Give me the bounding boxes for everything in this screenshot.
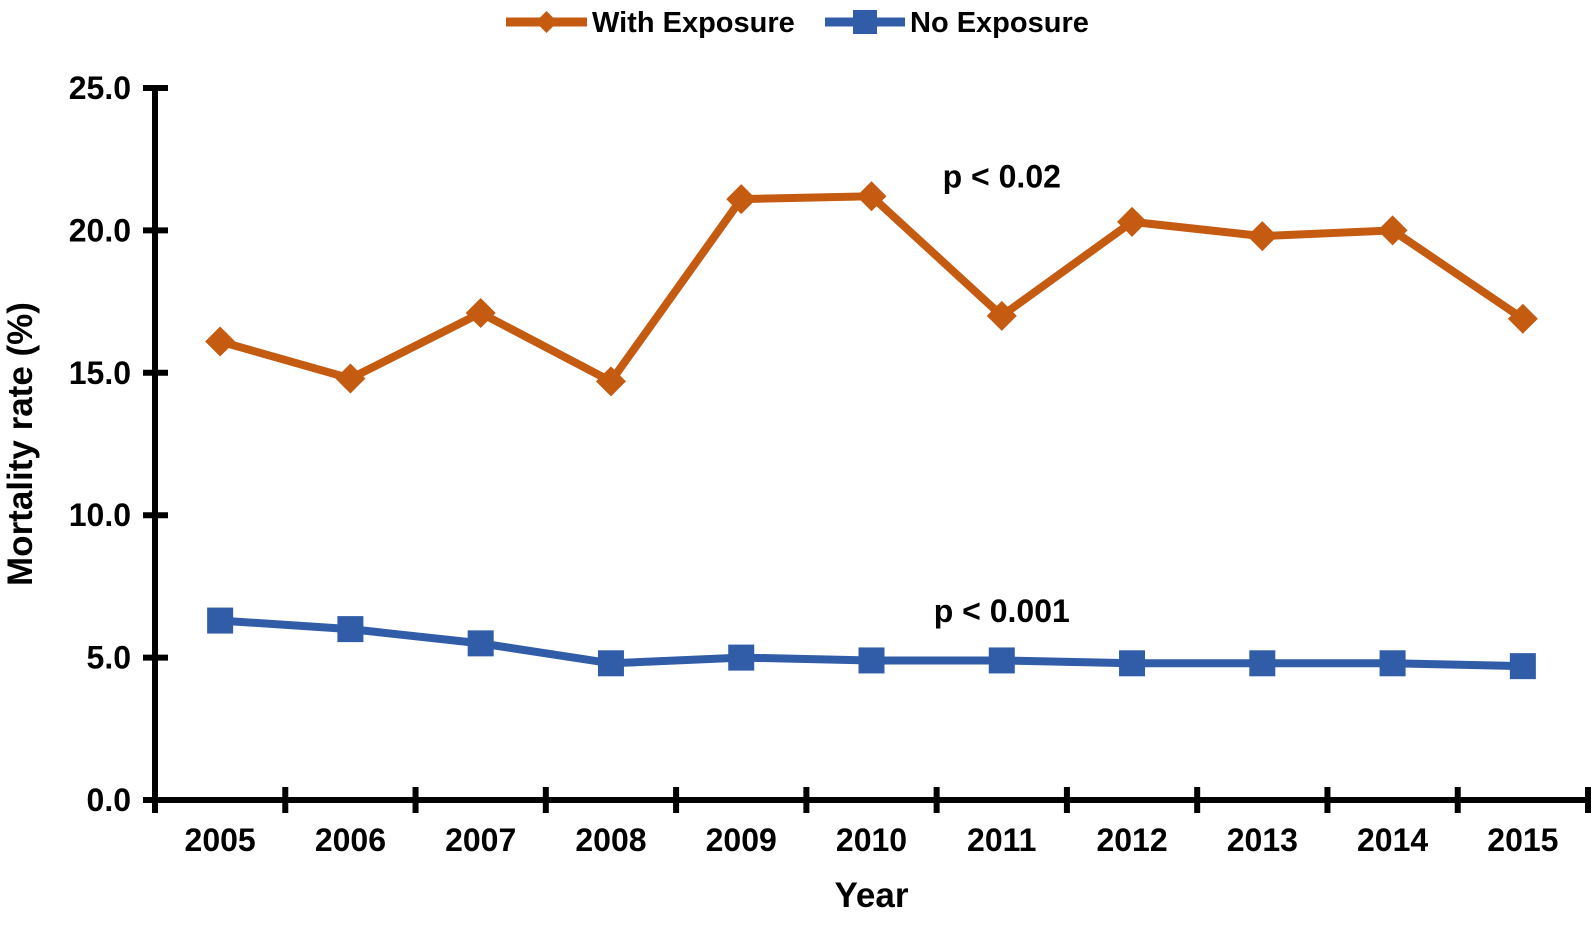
x-tick-label: 2009 [706, 822, 777, 858]
series-line-with-exposure [219, 192, 1526, 387]
data-point-with-exposure-2005 [205, 326, 236, 357]
series-no-exposure [207, 607, 1536, 680]
data-point-with-exposure-2006 [335, 363, 366, 394]
series-with-exposure [205, 181, 1538, 397]
x-tick-label: 2006 [315, 822, 386, 858]
data-point-no-exposure-2006 [337, 616, 364, 643]
x-axis-title: Year [835, 876, 909, 915]
annotation-p-0-001: p < 0.001 [934, 593, 1070, 629]
data-point-no-exposure-2008 [597, 650, 624, 677]
data-point-with-exposure-2008 [595, 366, 626, 397]
x-tick-label: 2005 [185, 822, 256, 858]
data-point-no-exposure-2013 [1249, 650, 1276, 677]
x-tick-label: 2012 [1096, 822, 1167, 858]
data-point-no-exposure-2014 [1379, 650, 1406, 677]
x-tick-label: 2015 [1487, 822, 1558, 858]
y-tick-label: 5.0 [87, 640, 131, 676]
y-tick-label: 0.0 [87, 782, 131, 818]
data-point-with-exposure-2007 [465, 297, 496, 328]
x-tick-label: 2011 [967, 822, 1036, 858]
x-tick-label: 2014 [1357, 822, 1428, 858]
legend-item-with-exposure: With Exposure [506, 7, 795, 39]
data-point-no-exposure-2011 [988, 647, 1015, 674]
data-point-no-exposure-2015 [1509, 653, 1536, 680]
x-tick-label: 2013 [1227, 822, 1298, 858]
annotation-p-0-02: p < 0.02 [943, 159, 1061, 195]
x-tick-label: 2007 [445, 822, 516, 858]
data-point-no-exposure-2012 [1119, 650, 1146, 677]
legend-label-no-exposure: No Exposure [910, 7, 1089, 39]
data-point-with-exposure-2010 [856, 181, 887, 212]
data-point-with-exposure-2009 [726, 184, 757, 215]
data-point-with-exposure-2011 [986, 300, 1017, 331]
legend-square-icon [853, 10, 877, 34]
legend-diamond-icon [535, 11, 558, 33]
data-point-with-exposure-2015 [1507, 303, 1538, 334]
data-point-with-exposure-2014 [1377, 215, 1408, 246]
x-tick-label: 2008 [575, 822, 646, 858]
x-tick-label: 2010 [836, 822, 907, 858]
data-point-no-exposure-2009 [728, 644, 755, 671]
data-point-no-exposure-2005 [207, 607, 234, 634]
data-point-no-exposure-2007 [467, 630, 494, 657]
legend-label-with-exposure: With Exposure [592, 7, 795, 39]
data-point-no-exposure-2010 [858, 647, 885, 674]
y-tick-label: 10.0 [69, 497, 131, 533]
y-tick-label: 25.0 [69, 70, 131, 106]
y-tick-label: 15.0 [69, 355, 131, 391]
data-point-with-exposure-2013 [1247, 221, 1278, 252]
y-tick-label: 20.0 [69, 212, 131, 248]
legend-item-no-exposure: No Exposure [825, 7, 1089, 39]
y-axis-title: Mortality rate (%) [1, 302, 40, 586]
chart-legend: With Exposure No Exposure [506, 7, 1089, 39]
data-point-with-exposure-2012 [1117, 206, 1148, 237]
